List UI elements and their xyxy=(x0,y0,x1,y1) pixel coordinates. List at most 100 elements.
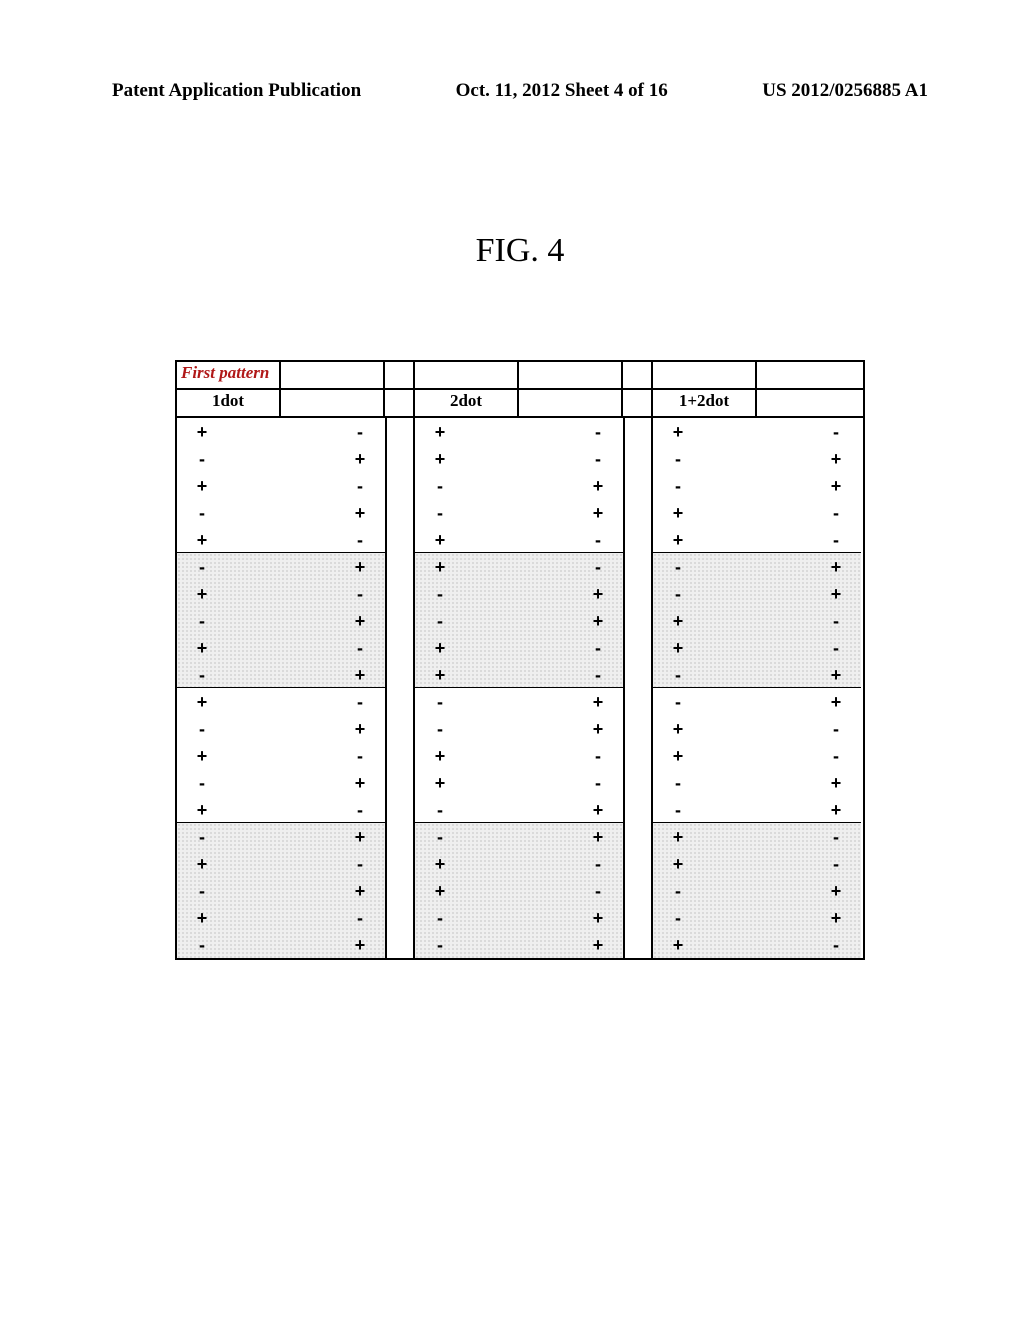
plus-mark: + xyxy=(829,909,843,927)
pattern-block: +-+-+ xyxy=(281,823,385,958)
header-blank xyxy=(519,362,623,388)
plus-mark: + xyxy=(195,585,209,603)
col3-right: -++--++--++--++--++- xyxy=(757,418,861,958)
plus-mark: + xyxy=(671,828,685,846)
plus-mark: + xyxy=(829,774,843,792)
grid-spacer xyxy=(623,418,653,958)
header-mid: Oct. 11, 2012 Sheet 4 of 16 xyxy=(456,80,668,102)
column-group-1dot: +-+-+-+-+-+-+-+-+-+- -+-+-+-+-+-+-+-+-+-… xyxy=(177,418,385,958)
plus-mark: + xyxy=(671,504,685,522)
header-blank xyxy=(281,362,385,388)
minus-mark: - xyxy=(353,477,367,495)
col-spacer xyxy=(623,390,653,416)
minus-mark: - xyxy=(591,558,605,576)
first-pattern-label: First pattern xyxy=(177,362,281,388)
plus-mark: + xyxy=(353,504,367,522)
plus-mark: + xyxy=(353,558,367,576)
plus-mark: + xyxy=(433,747,447,765)
header-spacer xyxy=(623,362,653,388)
pattern-block: -++-- xyxy=(757,418,861,553)
minus-mark: - xyxy=(591,666,605,684)
pattern-block: --++- xyxy=(415,688,519,823)
plus-mark: + xyxy=(195,531,209,549)
pattern-block: -+-+- xyxy=(177,823,281,958)
minus-mark: - xyxy=(353,801,367,819)
plus-mark: + xyxy=(353,936,367,954)
plus-mark: + xyxy=(195,855,209,873)
plus-mark: + xyxy=(671,423,685,441)
col-label-blank xyxy=(757,390,861,416)
minus-mark: - xyxy=(433,693,447,711)
plus-mark: + xyxy=(591,693,605,711)
col-label-2dot: 2dot xyxy=(415,390,519,416)
minus-mark: - xyxy=(829,531,843,549)
pattern-block: + + - - + xyxy=(519,688,623,823)
plus-mark: + xyxy=(829,450,843,468)
minus-mark: - xyxy=(591,882,605,900)
col1-left: +-+-+-+-+-+-+-+-+-+- xyxy=(177,418,281,958)
minus-mark: - xyxy=(591,450,605,468)
minus-mark: - xyxy=(353,855,367,873)
plus-mark: + xyxy=(591,801,605,819)
minus-mark: - xyxy=(195,558,209,576)
header-row-1: First pattern xyxy=(175,360,865,388)
plus-mark: + xyxy=(591,720,605,738)
pattern-block: +-+-+ xyxy=(281,553,385,688)
col-label-12dot: 1+2dot xyxy=(653,390,757,416)
minus-mark: - xyxy=(353,693,367,711)
plus-mark: + xyxy=(353,774,367,792)
pattern-block: +-+-+ xyxy=(177,418,281,553)
header-right: US 2012/0256885 A1 xyxy=(762,80,928,102)
plus-mark: + xyxy=(671,531,685,549)
header-row-2: 1dot 2dot 1+2dot xyxy=(175,388,865,416)
pattern-block: -++-- xyxy=(519,553,623,688)
plus-mark: + xyxy=(353,828,367,846)
minus-mark: - xyxy=(591,747,605,765)
plus-mark: + xyxy=(829,882,843,900)
header-blank xyxy=(653,362,757,388)
plus-mark: + xyxy=(433,882,447,900)
minus-mark: - xyxy=(195,450,209,468)
minus-mark: - xyxy=(671,450,685,468)
minus-mark: - xyxy=(671,477,685,495)
minus-mark: - xyxy=(353,909,367,927)
header-spacer xyxy=(385,362,415,388)
col3-left: +--++--++--++--++--+ xyxy=(653,418,757,958)
plus-mark: + xyxy=(591,909,605,927)
minus-mark: - xyxy=(591,774,605,792)
pattern-block: --++- xyxy=(653,553,757,688)
plus-mark: + xyxy=(591,828,605,846)
plus-mark: + xyxy=(433,423,447,441)
minus-mark: - xyxy=(671,882,685,900)
minus-mark: - xyxy=(591,423,605,441)
plus-mark: + xyxy=(195,639,209,657)
minus-mark: - xyxy=(433,720,447,738)
plus-mark: + xyxy=(433,774,447,792)
pattern-block: + - - + + xyxy=(653,418,757,553)
figure-title: FIG. 4 xyxy=(112,232,928,270)
plus-mark: + xyxy=(433,558,447,576)
col-label-1dot: 1dot xyxy=(177,390,281,416)
col-label-blank xyxy=(281,390,385,416)
minus-mark: - xyxy=(353,585,367,603)
pattern-block: --++- xyxy=(519,418,623,553)
minus-mark: - xyxy=(829,504,843,522)
minus-mark: - xyxy=(433,909,447,927)
col-label-blank xyxy=(519,390,623,416)
pattern-block: -++-- xyxy=(415,823,519,958)
minus-mark: - xyxy=(591,531,605,549)
plus-mark: + xyxy=(195,909,209,927)
minus-mark: - xyxy=(671,558,685,576)
plus-mark: + xyxy=(433,855,447,873)
plus-mark: + xyxy=(829,477,843,495)
col2-left: ++--++--++--++--++-- xyxy=(415,418,519,958)
minus-mark: - xyxy=(195,882,209,900)
plus-mark: + xyxy=(195,477,209,495)
plus-mark: + xyxy=(195,693,209,711)
pattern-block: +-+-+ xyxy=(177,688,281,823)
minus-mark: - xyxy=(829,720,843,738)
page-header: Patent Application Publication Oct. 11, … xyxy=(112,80,928,102)
plus-mark: + xyxy=(671,639,685,657)
pattern-grid: +-+-+-+-+-+-+-+-+-+- -+-+-+-+-+-+-+-+-+-… xyxy=(175,416,865,960)
pattern-block: -+-+- xyxy=(177,553,281,688)
